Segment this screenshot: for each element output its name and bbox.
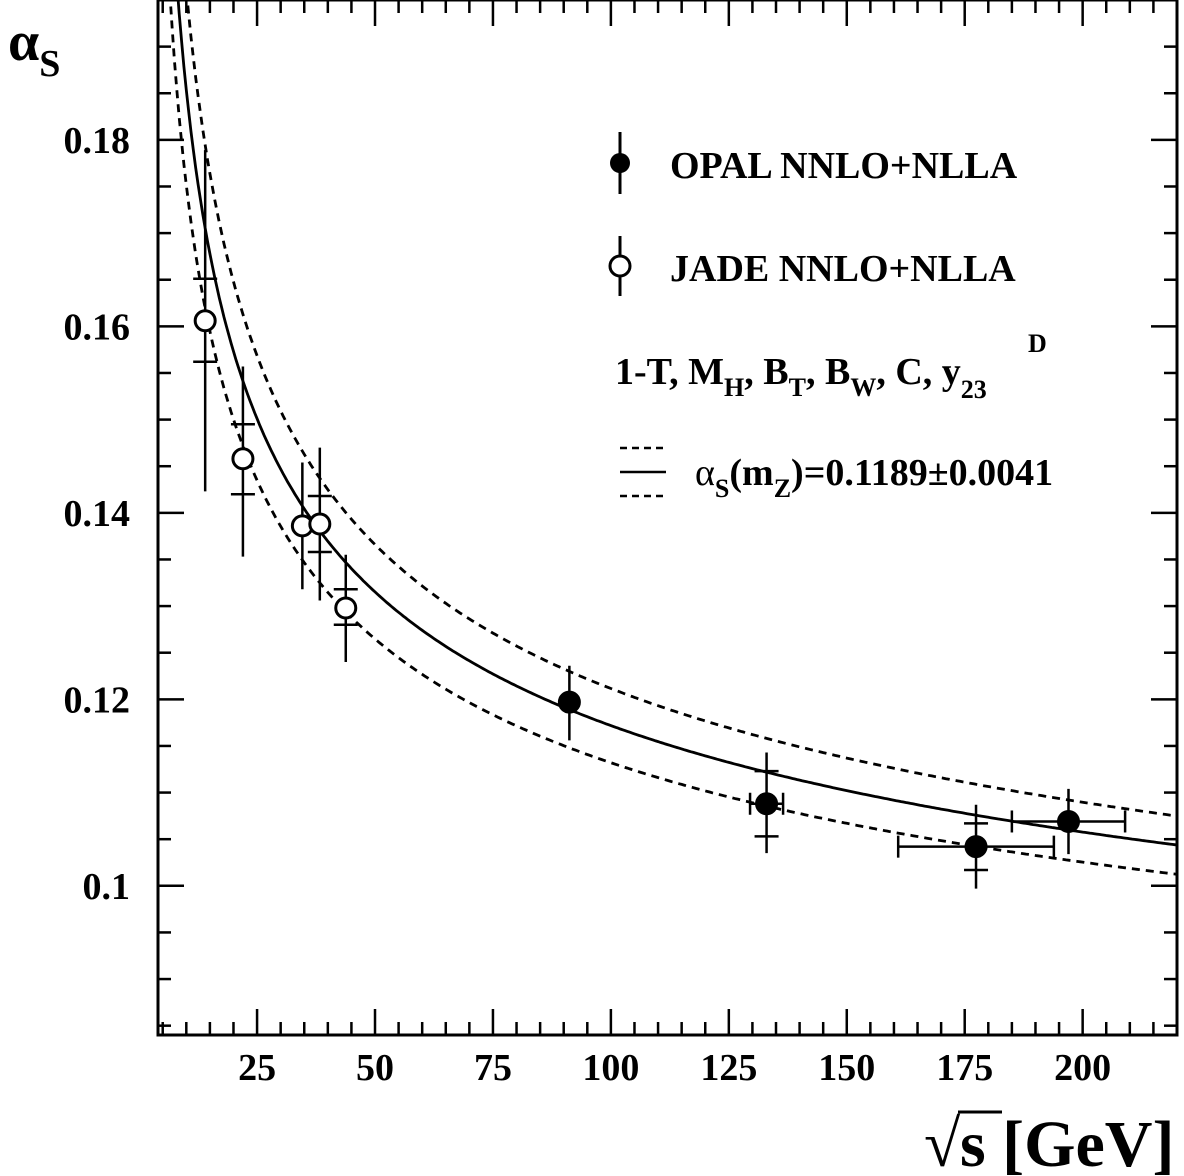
x-tick-label: 175: [936, 1047, 993, 1089]
x-tick-label: 75: [474, 1047, 512, 1089]
y-tick-label: 0.12: [64, 679, 131, 721]
x-axis-label-text: s [GeV]: [960, 1108, 1174, 1176]
tick-labels: 25 50 75 100 125 150 175 200 0.1 0.12 0.14 0.16 0.18: [64, 120, 1112, 1089]
legend-observables-sup: D: [1028, 329, 1047, 358]
opal-point: [557, 690, 581, 714]
x-tick-label: 150: [818, 1047, 875, 1089]
x-tick-label: 125: [700, 1047, 757, 1089]
opal-point: [964, 835, 988, 859]
fit-curves: [168, 0, 1178, 876]
opal-point: [755, 792, 779, 816]
x-tick-label: 100: [582, 1047, 639, 1089]
x-axis-label: √ s [GeV]: [924, 1108, 1174, 1176]
sqrt-symbol: √: [924, 1108, 961, 1176]
jade-point: [308, 512, 332, 536]
y-tick-label: 0.18: [64, 120, 131, 162]
x-tick-label: 25: [238, 1047, 276, 1089]
x-tick-label: 50: [356, 1047, 394, 1089]
opal-point: [1056, 809, 1080, 833]
plot-frame: [156, 0, 1179, 1037]
jade-point: [334, 596, 358, 620]
legend-observables: 1-T, MH, BT, BW, C, y23: [615, 351, 987, 404]
axis-ticks: [158, 0, 1179, 1035]
data-points: [193, 150, 1127, 889]
x-tick-label: 200: [1054, 1047, 1111, 1089]
fit-curve: [176, 0, 1178, 847]
y-axis-label-sub: S: [39, 43, 60, 85]
y-tick-label: 0.16: [64, 306, 131, 348]
legend-fit-lines: [620, 446, 666, 498]
legend: OPAL NNLO+NLLA JADE NNLO+NLLA 1-T, MH, B…: [608, 132, 1053, 503]
legend-jade-label: JADE NNLO+NLLA: [670, 248, 1016, 290]
legend-opal-label: OPAL NNLO+NLLA: [670, 145, 1018, 187]
y-axis-label: αS: [8, 11, 60, 85]
jade-point: [193, 309, 217, 333]
legend-jade-marker: [608, 236, 632, 296]
fit-curve-upper: [185, 0, 1178, 818]
fit-curve-lower: [168, 0, 1178, 876]
jade-point: [231, 447, 255, 471]
y-tick-label: 0.14: [64, 493, 131, 535]
legend-opal-marker: [610, 132, 630, 194]
y-tick-label: 0.1: [83, 866, 131, 908]
legend-fit-label: αS(mZ)=0.1189±0.0041: [695, 452, 1053, 503]
